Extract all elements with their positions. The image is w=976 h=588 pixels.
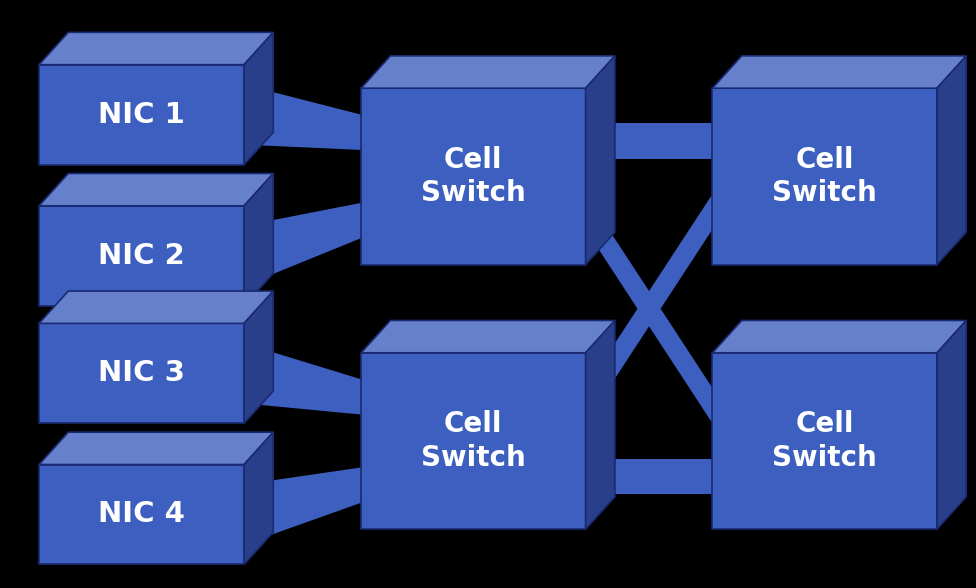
Polygon shape xyxy=(244,32,273,165)
Polygon shape xyxy=(586,459,712,494)
Polygon shape xyxy=(361,320,615,353)
Polygon shape xyxy=(586,56,615,265)
Polygon shape xyxy=(712,320,966,353)
Polygon shape xyxy=(244,432,273,564)
Text: NIC 2: NIC 2 xyxy=(99,242,184,270)
Polygon shape xyxy=(244,203,361,286)
Polygon shape xyxy=(712,56,966,88)
Polygon shape xyxy=(586,194,712,423)
Polygon shape xyxy=(937,320,966,529)
Text: Cell
Switch: Cell Switch xyxy=(421,410,526,472)
Text: Cell
Switch: Cell Switch xyxy=(772,146,877,207)
Polygon shape xyxy=(39,206,244,306)
Text: NIC 1: NIC 1 xyxy=(98,101,185,129)
Polygon shape xyxy=(39,173,273,206)
Text: Cell
Switch: Cell Switch xyxy=(421,146,526,207)
Polygon shape xyxy=(712,88,937,265)
Polygon shape xyxy=(586,123,712,159)
Polygon shape xyxy=(39,65,244,165)
Polygon shape xyxy=(244,173,273,306)
Text: NIC 3: NIC 3 xyxy=(98,359,185,387)
Polygon shape xyxy=(586,194,712,423)
Polygon shape xyxy=(361,88,586,265)
Polygon shape xyxy=(937,56,966,265)
Polygon shape xyxy=(361,353,586,529)
Polygon shape xyxy=(244,291,273,423)
Polygon shape xyxy=(244,343,361,415)
Text: Cell
Switch: Cell Switch xyxy=(772,410,877,472)
Polygon shape xyxy=(39,465,244,564)
Text: NIC 4: NIC 4 xyxy=(98,500,185,529)
Polygon shape xyxy=(39,32,273,65)
Polygon shape xyxy=(39,432,273,465)
Polygon shape xyxy=(39,291,273,323)
Polygon shape xyxy=(361,56,615,88)
Polygon shape xyxy=(244,85,361,150)
Polygon shape xyxy=(244,467,361,544)
Polygon shape xyxy=(39,323,244,423)
Polygon shape xyxy=(586,320,615,529)
Polygon shape xyxy=(712,353,937,529)
